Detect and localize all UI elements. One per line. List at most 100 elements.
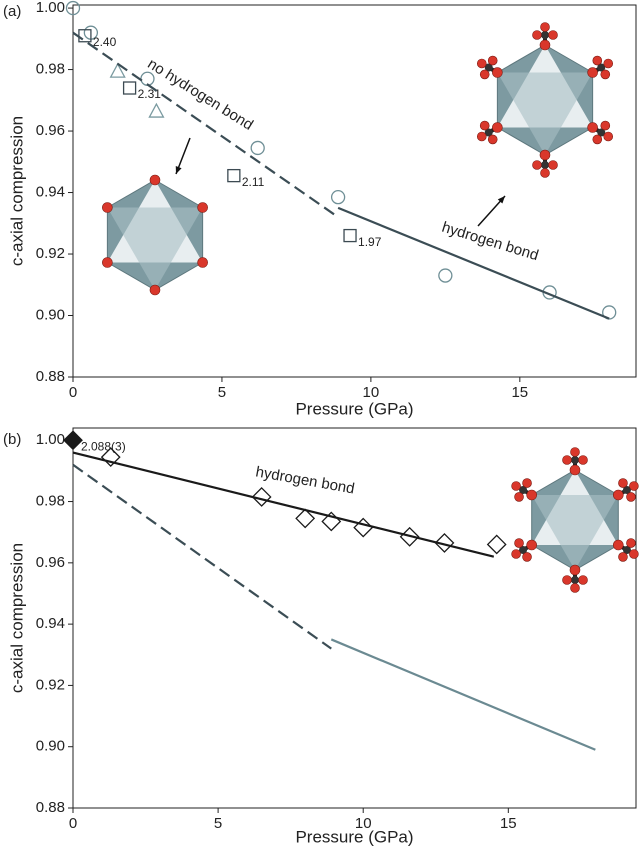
point	[227, 168, 241, 183]
panel-label: (b)	[3, 431, 21, 448]
point	[486, 534, 507, 555]
y-tick-label: 0.94	[36, 184, 65, 201]
y-tick-label: 0.90	[36, 738, 65, 755]
point	[602, 305, 617, 320]
oxygen-atom	[603, 131, 614, 142]
point	[434, 533, 455, 553]
oxygen-atom	[592, 134, 603, 145]
oxygen-atom	[526, 489, 537, 501]
carbon-atom	[597, 128, 606, 137]
point	[109, 62, 126, 78]
y-tick-label: 0.96	[36, 554, 65, 571]
y-tick-label: 0.98	[36, 61, 65, 78]
point	[65, 0, 81, 16]
oxygen-atom	[540, 22, 550, 32]
oxygen-atom	[102, 202, 113, 213]
oxygen-atom	[511, 549, 521, 559]
oxygen-atom	[613, 539, 624, 551]
carbon-atom	[597, 63, 606, 72]
oxygen-atom	[487, 55, 498, 66]
oxygen-atom	[613, 489, 624, 501]
oxygen-atom	[539, 39, 551, 51]
oxygen-atom	[578, 455, 588, 465]
line	[337, 206, 610, 320]
y-tick-label: 0.96	[36, 122, 65, 139]
point-label: 2.088(3)	[81, 439, 126, 453]
oxygen-atom	[476, 131, 487, 142]
oxygen-atom	[532, 160, 542, 170]
arrow-head	[497, 196, 505, 204]
oxygen-atom	[197, 257, 208, 268]
oxygen-atom	[492, 122, 503, 133]
point	[63, 430, 83, 451]
carbon-atom	[541, 31, 549, 39]
structure-icon	[102, 174, 208, 296]
point-label: 2.31	[138, 87, 162, 101]
oxygen-atom	[476, 58, 487, 69]
oxygen-atom	[548, 160, 558, 170]
point	[148, 102, 165, 118]
panel-label: (a)	[3, 3, 21, 20]
oxygen-atom	[626, 492, 636, 502]
y-tick-label: 0.94	[36, 615, 65, 632]
point-label: 1.97	[358, 235, 382, 249]
x-tick-label: 15	[511, 384, 528, 401]
line	[330, 638, 596, 751]
carbon-atom	[571, 576, 579, 584]
oxygen-atom	[570, 583, 580, 593]
oxygen-atom	[618, 552, 628, 562]
carbon-atom	[484, 63, 493, 72]
y-tick-label: 1.00	[36, 0, 65, 16]
oxygen-atom	[569, 564, 581, 576]
point-label: 2.11	[242, 175, 265, 189]
oxygen-atom	[629, 481, 639, 491]
x-tick-label: 0	[69, 815, 77, 832]
oxygen-atom	[479, 69, 490, 80]
point	[250, 140, 265, 156]
carbon-atom	[541, 161, 549, 169]
oxygen-atom	[600, 69, 611, 80]
point	[343, 228, 357, 243]
oxygen-atom	[492, 67, 503, 78]
oxygen-atom	[578, 575, 588, 585]
oxygen-atom	[626, 538, 636, 548]
x-tick-label: 5	[218, 384, 226, 401]
oxygen-atom	[514, 492, 524, 502]
point	[438, 268, 453, 283]
oxygen-atom	[197, 202, 208, 213]
y-tick-label: 0.98	[36, 493, 65, 510]
y-tick-label: 0.90	[36, 306, 65, 323]
oxygen-atom	[149, 174, 161, 186]
oxygen-atom	[618, 478, 628, 488]
y-tick-label: 0.92	[36, 676, 65, 693]
oxygen-atom	[587, 67, 598, 78]
y-axis-label: c-axial compression	[7, 543, 26, 693]
panel: (b) Pressure (GPa) c-axial compression 0 5 10…	[3, 427, 639, 846]
oxygen-atom	[102, 257, 113, 268]
oxygen-atom	[522, 478, 532, 488]
oxygen-atom	[522, 552, 532, 562]
point-label: 2.40	[93, 35, 117, 49]
oxygen-atom	[539, 149, 551, 161]
structure-icon	[476, 22, 614, 178]
y-tick-label: 0.88	[36, 368, 65, 385]
x-tick-label: 15	[500, 815, 517, 832]
point	[100, 447, 121, 468]
oxygen-atom	[587, 122, 598, 133]
oxygen-atom	[570, 447, 580, 457]
carbon-atom	[622, 546, 631, 554]
oxygen-atom	[479, 120, 490, 131]
x-tick-label: 10	[363, 384, 380, 401]
carbon-atom	[484, 128, 493, 137]
plot-frame	[72, 427, 637, 809]
point	[122, 81, 137, 95]
y-axis-label: c-axial compression	[7, 116, 26, 266]
octahedron-face	[497, 72, 593, 155]
line	[72, 451, 495, 558]
oxygen-atom	[562, 455, 572, 465]
x-tick-label: 0	[69, 384, 77, 401]
plot-frame	[72, 4, 637, 378]
oxygen-atom	[514, 538, 524, 548]
panel: (a) Pressure (GPa) c-axial compression 0 5 10…	[3, 0, 637, 418]
